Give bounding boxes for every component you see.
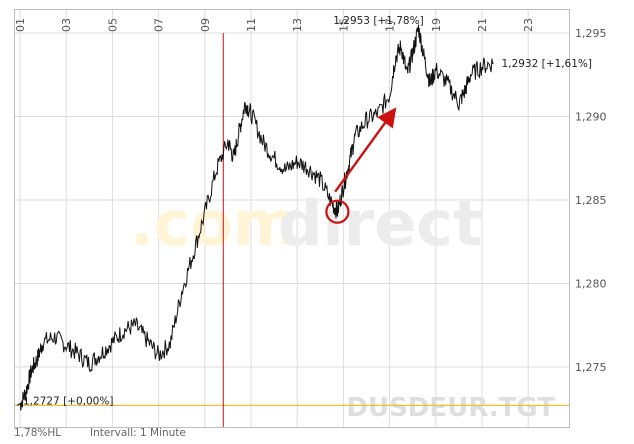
- plot-frame: [14, 9, 570, 428]
- x-tick-label: 11: [245, 18, 258, 32]
- scale-mode-label: 1,78%HL: [14, 427, 61, 439]
- x-tick-label: 21: [476, 18, 489, 32]
- low-circle-marker: [325, 199, 350, 224]
- x-tick-label: 15: [337, 18, 350, 32]
- y-tick-label: 1,290: [575, 111, 607, 124]
- x-tick-label: 09: [199, 18, 212, 32]
- x-tick-label: 13: [291, 18, 304, 32]
- price-series-line: [16, 24, 494, 411]
- y-tick-label: 1,275: [575, 361, 607, 374]
- high-label: 1,2953 [+1,78%]: [333, 15, 423, 27]
- x-axis-ticks: 01 03 05 07 09 11 13 15 17 19 21 23: [14, 18, 535, 32]
- start-label: 1,2727 [+0,00%]: [23, 395, 113, 407]
- x-tick-label: 23: [522, 18, 535, 32]
- brand-watermark: .com direct: [130, 187, 483, 260]
- x-tick-label: 17: [384, 18, 397, 32]
- symbol-watermark: DUSDEUR.TGT: [346, 393, 555, 423]
- brand-watermark-left: .com: [130, 187, 298, 260]
- x-tick-label: 03: [60, 18, 73, 32]
- x-tick-label: 07: [153, 18, 166, 32]
- x-tick-label: 01: [14, 18, 27, 32]
- x-tick-label: 05: [106, 18, 119, 32]
- y-axis-ticks: 1,295 1,290 1,285 1,280 1,275: [575, 27, 607, 374]
- last-label: 1,2932 [+1,61%]: [502, 58, 592, 70]
- y-tick-label: 1,285: [575, 194, 607, 207]
- brand-watermark-right: direct: [278, 187, 483, 260]
- interval-label: Intervall: 1 Minute: [90, 427, 186, 439]
- y-tick-label: 1,280: [575, 278, 607, 291]
- x-tick-label: 19: [430, 18, 443, 32]
- trend-arrow: [334, 107, 397, 193]
- y-tick-label: 1,295: [575, 27, 607, 40]
